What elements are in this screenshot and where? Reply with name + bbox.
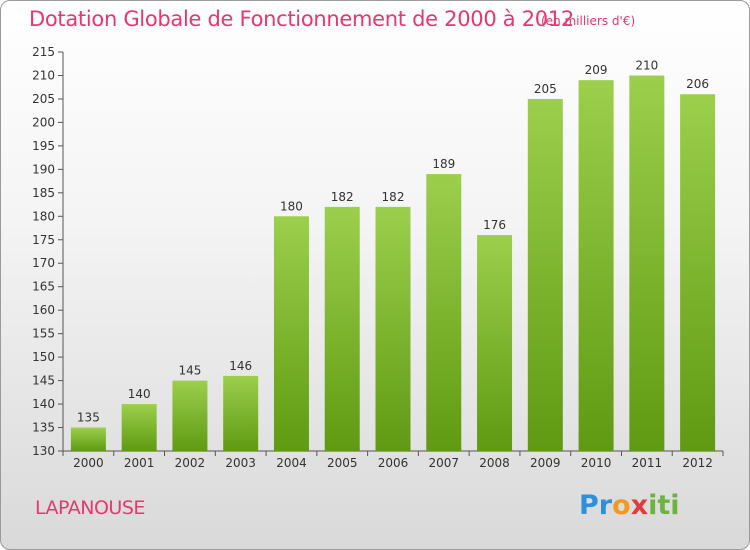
x-tick-label: 2010 — [581, 456, 612, 470]
x-tick-label: 2006 — [378, 456, 409, 470]
place-name: LAPANOUSE — [35, 497, 145, 519]
y-tick-label: 155 — [32, 327, 55, 341]
data-label: 209 — [585, 63, 608, 77]
x-tick-label: 2009 — [530, 456, 561, 470]
x-tick-label: 2011 — [632, 456, 663, 470]
x-tick-label: 2001 — [124, 456, 155, 470]
chart-title: Dotation Globale de Fonctionnement de 20… — [29, 7, 574, 31]
y-tick-label: 185 — [32, 186, 55, 200]
y-tick-label: 190 — [32, 162, 55, 176]
data-label: 140 — [128, 387, 151, 401]
y-tick-label: 165 — [32, 280, 55, 294]
data-label: 182 — [331, 190, 354, 204]
y-tick-label: 215 — [32, 45, 55, 59]
data-label: 146 — [229, 359, 252, 373]
y-tick-label: 210 — [32, 68, 55, 82]
bar — [477, 235, 513, 451]
y-tick-label: 140 — [32, 397, 55, 411]
bar — [375, 206, 411, 451]
data-label: 205 — [534, 82, 557, 96]
data-label: 182 — [382, 190, 405, 204]
y-tick-label: 205 — [32, 92, 55, 106]
bar — [273, 216, 309, 451]
y-tick-label: 130 — [32, 444, 55, 458]
x-tick-label: 2002 — [175, 456, 206, 470]
x-tick-label: 2012 — [682, 456, 713, 470]
bar — [70, 427, 106, 451]
x-tick-label: 2003 — [225, 456, 256, 470]
data-label: 210 — [635, 58, 658, 72]
chart-subtitle: (en milliers d'€) — [541, 14, 636, 28]
bar — [680, 94, 716, 451]
bar — [121, 404, 157, 451]
y-tick-label: 160 — [32, 303, 55, 317]
y-tick-label: 150 — [32, 350, 55, 364]
y-tick-label: 175 — [32, 233, 55, 247]
bar — [527, 98, 563, 452]
bar — [324, 206, 360, 451]
bar — [578, 80, 614, 451]
x-tick-label: 2008 — [479, 456, 510, 470]
x-tick-label: 2005 — [327, 456, 358, 470]
data-label: 176 — [483, 218, 506, 232]
data-label: 145 — [178, 364, 201, 378]
y-tick-label: 170 — [32, 256, 55, 270]
data-label: 180 — [280, 199, 303, 213]
y-tick-label: 195 — [32, 139, 55, 153]
data-label: 206 — [686, 77, 709, 91]
proxiti-logo: Proxiti — [579, 490, 680, 521]
bar — [172, 380, 208, 451]
x-tick-label: 2007 — [428, 456, 459, 470]
y-tick-label: 135 — [32, 421, 55, 435]
x-tick-label: 2000 — [73, 456, 104, 470]
data-label: 135 — [77, 411, 100, 425]
y-tick-label: 145 — [32, 374, 55, 388]
data-label: 189 — [432, 157, 455, 171]
bar — [426, 174, 462, 451]
bar — [629, 75, 665, 452]
x-tick-label: 2004 — [276, 456, 307, 470]
bar — [223, 375, 259, 451]
y-tick-label: 200 — [32, 115, 55, 129]
y-tick-label: 180 — [32, 209, 55, 223]
